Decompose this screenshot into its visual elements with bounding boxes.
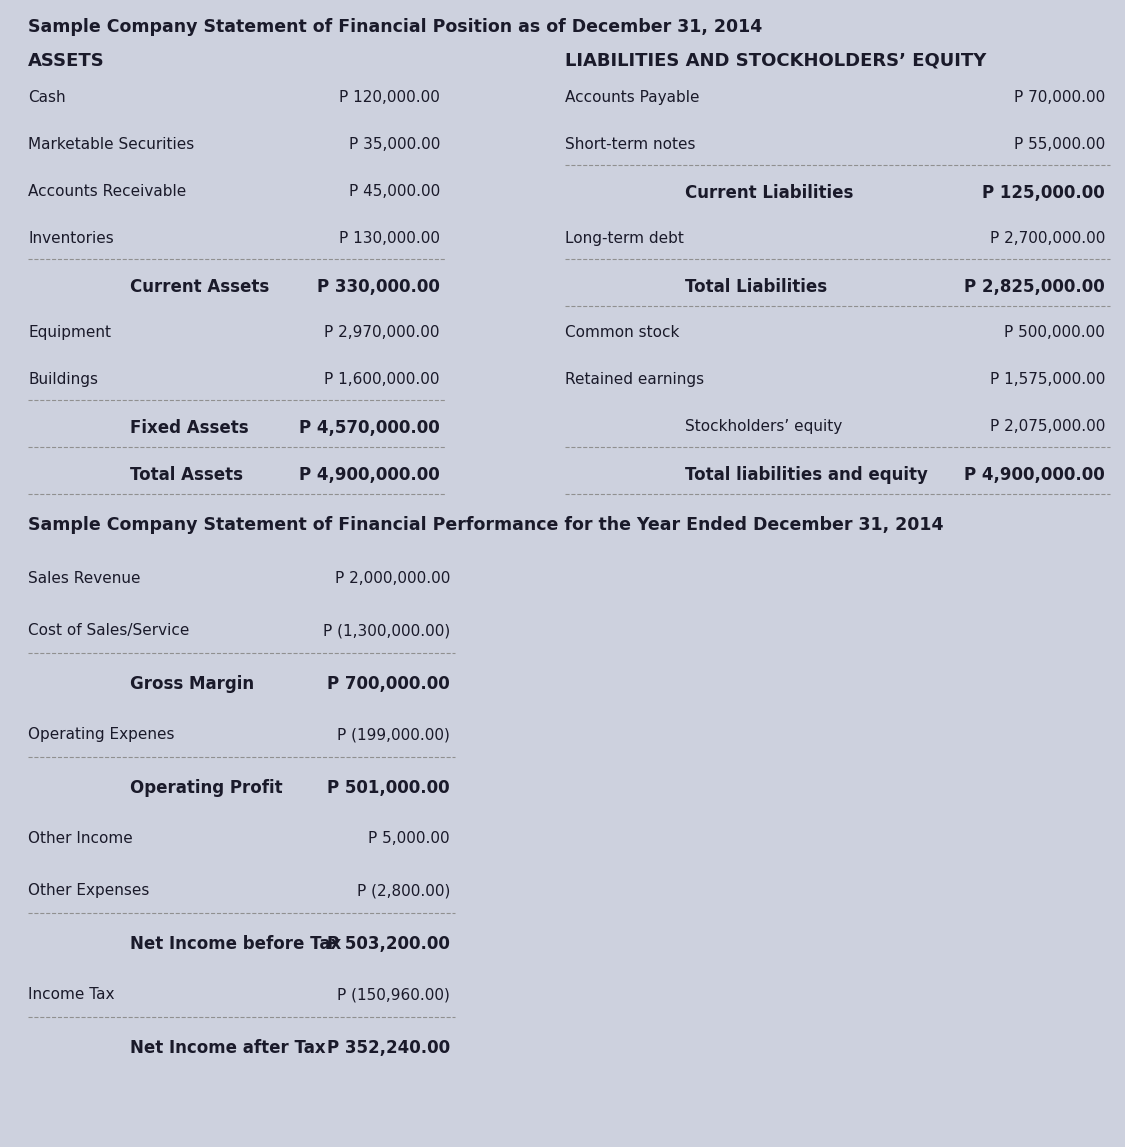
Text: LIABILITIES AND STOCKHOLDERS’ EQUITY: LIABILITIES AND STOCKHOLDERS’ EQUITY [565,52,987,70]
Text: Gross Margin: Gross Margin [130,674,254,693]
Text: P 1,600,000.00: P 1,600,000.00 [324,372,440,387]
Text: Accounts Receivable: Accounts Receivable [28,184,187,198]
Text: P 2,700,000.00: P 2,700,000.00 [990,231,1105,245]
Text: P 4,900,000.00: P 4,900,000.00 [299,466,440,484]
Text: Sample Company Statement of Financial Performance for the Year Ended December 31: Sample Company Statement of Financial Pe… [28,516,944,535]
Text: Equipment: Equipment [28,325,111,340]
Text: P 2,075,000.00: P 2,075,000.00 [990,419,1105,434]
Text: P 45,000.00: P 45,000.00 [349,184,440,198]
Text: P 55,000.00: P 55,000.00 [1014,136,1105,153]
Text: P 2,970,000.00: P 2,970,000.00 [324,325,440,340]
Text: P 125,000.00: P 125,000.00 [982,184,1105,202]
Text: Other Income: Other Income [28,830,133,846]
Text: Sales Revenue: Sales Revenue [28,571,141,586]
Text: Current Liabilities: Current Liabilities [685,184,854,202]
Text: Common stock: Common stock [565,325,680,340]
Text: P (1,300,000.00): P (1,300,000.00) [323,623,450,638]
Text: P 4,900,000.00: P 4,900,000.00 [964,466,1105,484]
Text: Long-term debt: Long-term debt [565,231,684,245]
Text: Current Assets: Current Assets [130,278,269,296]
Text: P 1,575,000.00: P 1,575,000.00 [990,372,1105,387]
Text: Retained earnings: Retained earnings [565,372,704,387]
Text: P 70,000.00: P 70,000.00 [1014,89,1105,106]
Text: Total liabilities and equity: Total liabilities and equity [685,466,928,484]
Text: Accounts Payable: Accounts Payable [565,89,700,106]
Text: Net Income before Tax: Net Income before Tax [130,935,341,953]
Text: Marketable Securities: Marketable Securities [28,136,195,153]
Text: P (199,000.00): P (199,000.00) [338,727,450,742]
Text: Income Tax: Income Tax [28,988,115,1002]
Text: Short-term notes: Short-term notes [565,136,695,153]
Text: Total Liabilities: Total Liabilities [685,278,827,296]
Text: Operating Expenes: Operating Expenes [28,727,174,742]
Text: Stockholders’ equity: Stockholders’ equity [685,419,843,434]
Text: Fixed Assets: Fixed Assets [130,419,249,437]
Text: P 4,570,000.00: P 4,570,000.00 [299,419,440,437]
Text: Inventories: Inventories [28,231,114,245]
Text: P 35,000.00: P 35,000.00 [349,136,440,153]
Text: Cash: Cash [28,89,65,106]
Text: Total Assets: Total Assets [130,466,243,484]
Text: Operating Profit: Operating Profit [130,779,282,797]
Text: Cost of Sales/Service: Cost of Sales/Service [28,623,189,638]
Text: P 130,000.00: P 130,000.00 [339,231,440,245]
Text: P 352,240.00: P 352,240.00 [327,1039,450,1058]
Text: Buildings: Buildings [28,372,98,387]
Text: Net Income after Tax: Net Income after Tax [130,1039,325,1058]
Text: P 330,000.00: P 330,000.00 [317,278,440,296]
Text: Other Expenses: Other Expenses [28,883,150,898]
Text: P (2,800.00): P (2,800.00) [357,883,450,898]
Text: P 700,000.00: P 700,000.00 [327,674,450,693]
Text: P 501,000.00: P 501,000.00 [327,779,450,797]
Text: P 120,000.00: P 120,000.00 [339,89,440,106]
Text: ASSETS: ASSETS [28,52,105,70]
Text: P 2,000,000.00: P 2,000,000.00 [334,571,450,586]
Text: P 5,000.00: P 5,000.00 [368,830,450,846]
Text: P 503,200.00: P 503,200.00 [327,935,450,953]
Text: Sample Company Statement of Financial Position as of December 31, 2014: Sample Company Statement of Financial Po… [28,18,763,36]
Text: P (150,960.00): P (150,960.00) [338,988,450,1002]
Text: P 2,825,000.00: P 2,825,000.00 [964,278,1105,296]
Text: P 500,000.00: P 500,000.00 [1005,325,1105,340]
